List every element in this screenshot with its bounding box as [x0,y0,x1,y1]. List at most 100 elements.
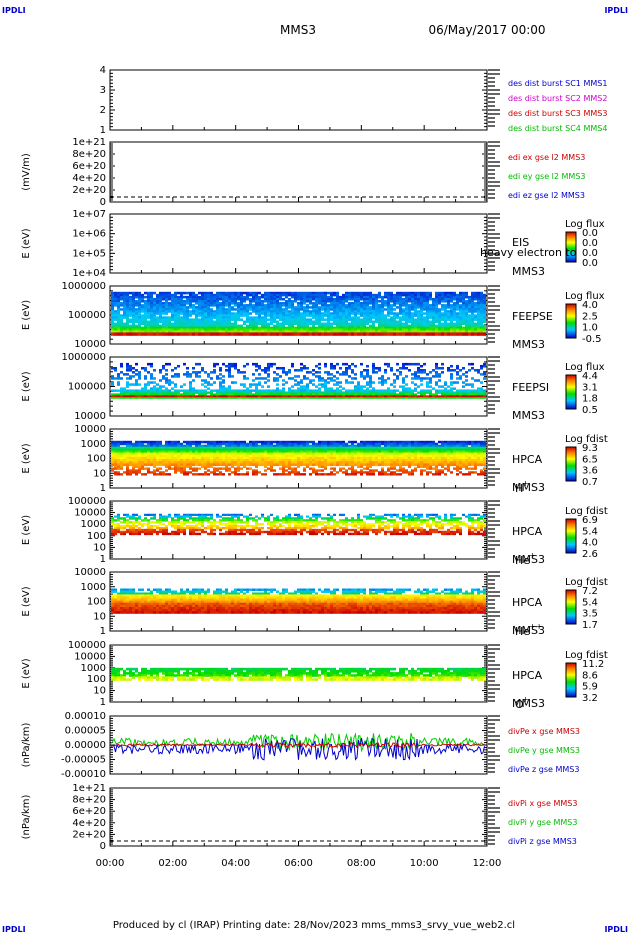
heatmap-cell [462,302,465,305]
heatmap-cell [384,391,387,394]
heatmap-cell [432,369,435,372]
heatmap-cell [372,369,375,372]
y-axis-label: E (eV) [21,371,32,401]
heatmap-cell [198,332,201,336]
heatmap-cell [480,320,483,324]
heatmap-cell [132,330,135,333]
heatmap-cells [111,291,486,336]
heatmap-cell [180,306,183,309]
heatmap-cell [438,312,441,315]
heatmap-cell [126,452,129,456]
heatmap-cell [144,316,147,319]
heatmap-cell [324,295,327,299]
heatmap-cell [225,446,228,450]
heatmap-cell [252,448,255,452]
heatmap-cell [135,330,138,333]
heatmap-cell [306,328,309,331]
heatmap-cell [312,444,315,448]
heatmap-cell [291,324,294,328]
heatmap-cell [315,391,318,394]
heatmap-cell [264,395,267,398]
heatmap-cell [141,446,144,450]
heatmap-cell [321,383,324,386]
heatmap-cell [150,444,153,448]
heatmap-cell [195,308,198,311]
heatmap-cell [204,371,207,374]
heatmap-cell [318,440,321,444]
heatmap-cell [306,324,309,328]
heatmap-cell [159,310,162,313]
heatmap-cell [246,293,249,297]
heatmap-cell [465,324,468,328]
heatmap-cell [192,299,195,303]
heatmap-cell [318,391,321,394]
heatmap-cell [222,446,225,450]
heatmap-cell [132,395,135,398]
heatmap-cell [198,320,201,324]
heatmap-cell [399,310,402,313]
heatmap-cell [471,395,474,398]
heatmap-cell [363,332,366,336]
heatmap-cell [165,362,168,366]
heatmap-cell [189,391,192,394]
heatmap-cell [282,318,285,321]
heatmap-cell [186,316,189,319]
heatmap-cell [267,440,270,444]
heatmap-cell [366,381,369,384]
heatmap-cell [192,440,195,444]
heatmap-cell [360,446,363,450]
heatmap-cell [348,318,351,321]
heatmap-cell [249,326,252,330]
heatmap-cell [237,308,240,311]
heatmap-cell [465,395,468,398]
heatmap-cell [357,389,360,392]
heatmap-cell [141,299,144,303]
heatmap-cell [480,302,483,305]
heatmap-cell [381,377,384,380]
heatmap-cell [369,395,372,398]
heatmap-cell [171,444,174,448]
heatmap-cell [156,450,159,454]
heatmap-cell [324,297,327,301]
heatmap-cell [480,391,483,394]
heatmap-cell [441,442,444,446]
heatmap-cell [432,393,435,396]
heatmap-cell [351,391,354,394]
heatmap-cell [351,381,354,384]
heatmap-cell [123,299,126,303]
heatmap-cell [408,304,411,307]
heatmap-cell [291,295,294,299]
heatmap-cell [123,393,126,396]
heatmap-cell [297,397,300,399]
heatmap-cell [378,397,381,399]
heatmap-cell [168,393,171,396]
heatmap-cell [330,312,333,315]
heatmap-cell [408,389,411,392]
heatmap-cell [273,326,276,330]
heatmap-cell [258,310,261,313]
heatmap-cell [465,397,468,399]
heatmap-cell [294,312,297,315]
heatmap-cell [390,295,393,299]
heatmap-cell [111,393,114,396]
heatmap-cell [222,442,225,446]
heatmap-cell [213,440,216,444]
heatmap-cell [420,328,423,331]
heatmap-cell [327,328,330,331]
heatmap-cell [312,332,315,336]
heatmap-cell [264,330,267,333]
heatmap-cell [408,295,411,299]
heatmap-cell [468,322,471,326]
heatmap-cell [255,387,258,390]
heatmap-cell [357,391,360,394]
heatmap-cell [324,306,327,309]
heatmap-cell [294,293,297,297]
heatmap-cell [357,316,360,319]
heatmap-cell [120,322,123,326]
heatmap-cell [465,318,468,321]
heatmap-cell [147,306,150,309]
heatmap-cell [405,444,408,448]
heatmap-cell [384,442,387,446]
heatmap-cell [294,322,297,326]
heatmap-cell [483,316,486,319]
